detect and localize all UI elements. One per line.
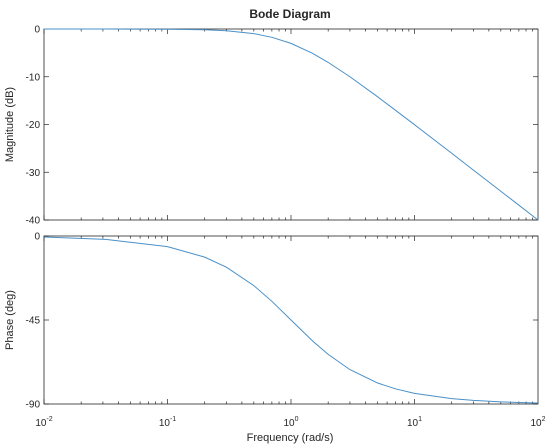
magnitude-y-tick-label: -30 — [26, 168, 41, 179]
x-tick-label: 101 — [407, 416, 422, 429]
magnitude-y-axis-label: Magnitude (dB) — [4, 87, 16, 162]
magnitude-y-tick-label: -20 — [26, 120, 41, 131]
magnitude-y-tick-label: 0 — [34, 25, 40, 36]
magnitude-y-tick-label: -10 — [26, 72, 41, 83]
x-tick-label: 102 — [530, 416, 545, 429]
magnitude-axes-frame — [43, 28, 539, 221]
phase-y-axis-label: Phase (deg) — [4, 290, 16, 350]
magnitude-plot: 0 -10 -20 -30 -40 Magnitude (dB) — [4, 25, 539, 227]
x-tick-label: 10-2 — [35, 416, 52, 429]
chart-title: Bode Diagram — [249, 7, 330, 21]
x-tick-label: 100 — [283, 416, 298, 429]
magnitude-y-tick-label: -40 — [26, 216, 41, 227]
magnitude-y-tick-labels: 0 -10 -20 -30 -40 — [26, 25, 41, 227]
magnitude-series-line — [43, 28, 539, 221]
phase-y-tick-label: -90 — [26, 400, 41, 411]
phase-y-tick-label: 0 — [34, 232, 40, 243]
phase-plot: 0 -45 -90 Phase (deg) — [4, 232, 539, 411]
phase-series-line — [43, 236, 539, 404]
x-axis-label: Frequency (rad/s) — [247, 432, 334, 444]
phase-y-tick-label: -45 — [26, 316, 41, 327]
x-tick-label: 10-1 — [159, 416, 176, 429]
phase-ticks — [43, 235, 538, 405]
phase-y-tick-labels: 0 -45 -90 — [26, 232, 41, 411]
x-tick-labels: 10-2 10-1 100 101 102 — [35, 416, 545, 429]
